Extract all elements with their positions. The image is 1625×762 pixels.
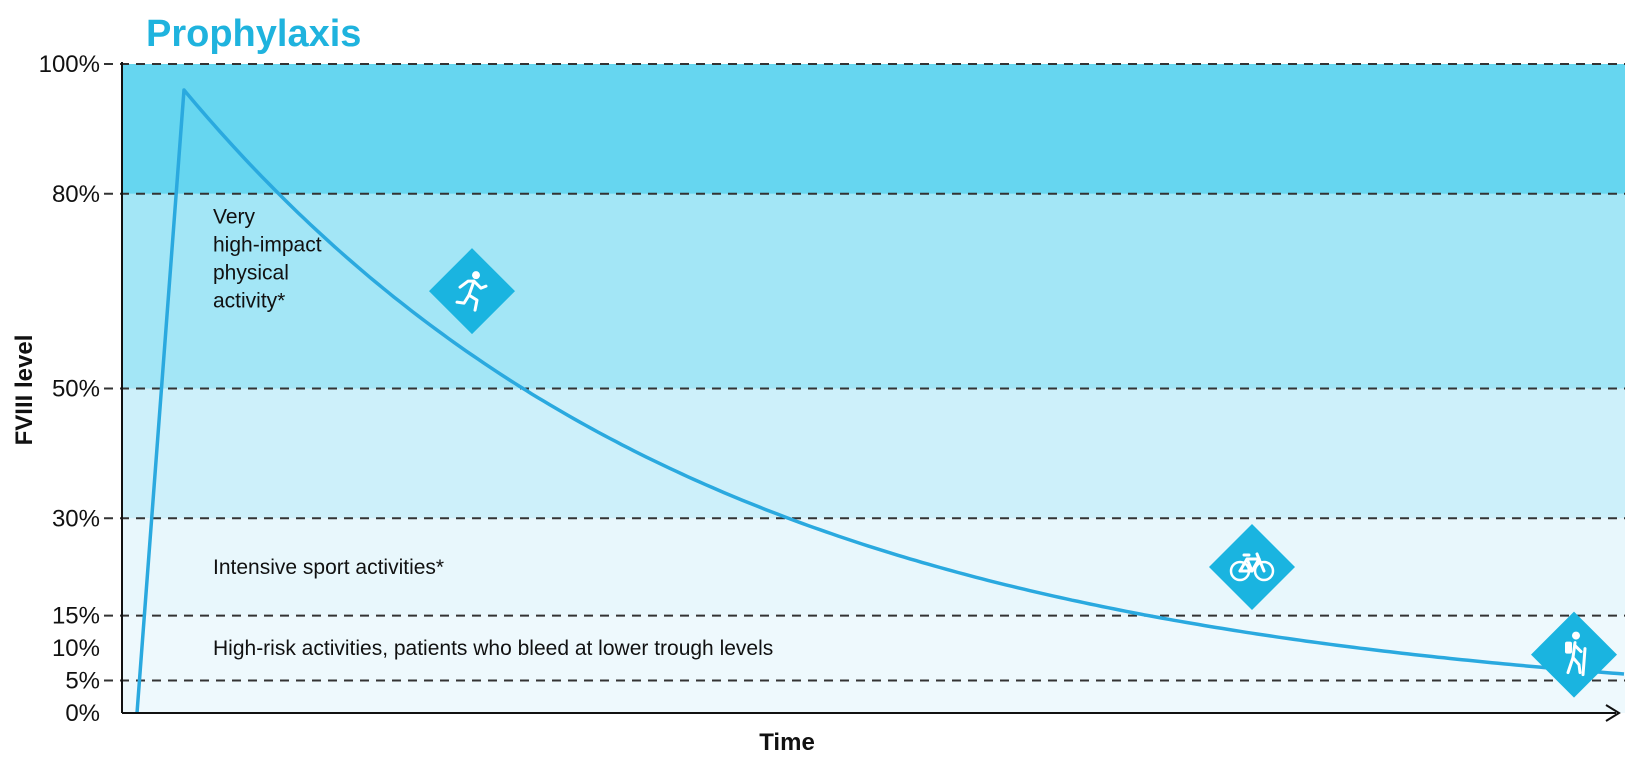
band-annotation: Very high-impact physical activity* (213, 206, 322, 313)
y-tick-label: 0% (65, 700, 100, 727)
x-axis-arrow-icon (1605, 704, 1621, 722)
reference-lines-layer (104, 63, 1625, 682)
band-1 (122, 518, 1625, 616)
y-tick-label: 10% (52, 635, 100, 662)
series-line-0 (135, 88, 1625, 714)
band-annotations-layer: Very high-impact physical activity* Intensiv… (213, 206, 773, 660)
band-annotation-line: high-impact (213, 234, 322, 257)
running-icon (429, 248, 515, 335)
x-axis-label: Time (759, 729, 815, 756)
y-tick-label: 15% (52, 603, 100, 630)
band-annotation-line: activity* (213, 290, 285, 313)
y-axis-label: FVIII level (11, 335, 38, 446)
band-4 (122, 64, 1625, 194)
y-tick-labels-layer: 0% 5% 10% 15% 30% 50% 80% 100% (39, 51, 100, 727)
diamond-marker (1209, 523, 1295, 610)
band-annotation-line: High-risk activities, patients who bleed… (213, 637, 773, 660)
y-tick-label: 50% (52, 376, 100, 403)
axes-layer (121, 62, 1621, 722)
band-annotation: High-risk activities, patients who bleed… (213, 637, 773, 660)
band-annotation-line: Intensive sport activities* (213, 556, 444, 579)
band-3 (122, 193, 1625, 389)
y-tick-label: 100% (39, 51, 100, 78)
band-annotation: Intensive sport activities* (213, 556, 444, 579)
y-tick-label: 30% (52, 505, 100, 532)
bands-layer (122, 64, 1625, 713)
band-annotation-line: physical (213, 262, 289, 285)
activity-icons-layer (429, 248, 1617, 698)
y-tick-label: 5% (65, 668, 100, 695)
bicycle-icon (1209, 523, 1295, 610)
band-2 (122, 388, 1625, 519)
band-0 (122, 615, 1625, 713)
band-annotation-line: Very (213, 206, 256, 229)
chart-title: Prophylaxis (146, 13, 361, 55)
hiking-icon (1531, 611, 1617, 698)
y-tick-label: 80% (52, 181, 100, 208)
series-layer (135, 88, 1625, 714)
